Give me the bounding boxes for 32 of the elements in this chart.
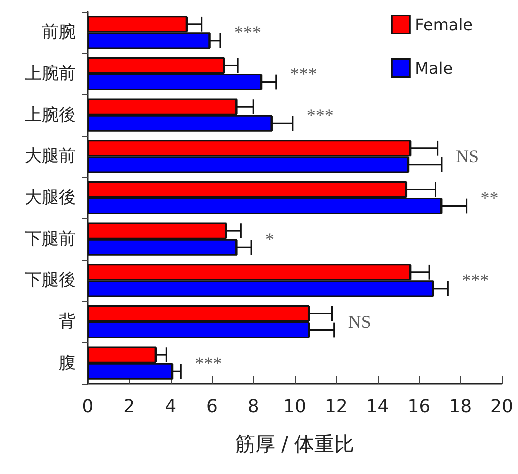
y-tick-label: 下腿後 — [25, 270, 76, 291]
x-tick-label: 4 — [165, 396, 177, 418]
x-tick-label: 20 — [490, 396, 514, 418]
x-tick-label: 6 — [206, 396, 218, 418]
annotation: *** — [234, 22, 262, 43]
x-tick-label: 18 — [449, 396, 472, 418]
y-tick-label: 大腿前 — [25, 146, 76, 167]
annotation: ** — [480, 188, 499, 208]
x-tick-label: 12 — [324, 396, 348, 418]
annotation: NS — [348, 312, 372, 332]
x-tick-label: 14 — [366, 396, 390, 418]
legend-label: Female — [415, 15, 474, 34]
legend-label: Male — [415, 58, 454, 78]
annotation: *** — [195, 353, 222, 374]
y-tick-label: 上腕前 — [25, 64, 76, 84]
annotation: NS — [456, 146, 479, 167]
annotation: * — [266, 229, 275, 250]
x-tick-label: 0 — [82, 396, 94, 418]
x-tick-label: 8 — [248, 396, 260, 418]
y-tick-label: 下腿前 — [25, 229, 76, 250]
y-tick-label: 大腿後 — [25, 188, 76, 208]
y-tick-label: 腹 — [59, 353, 76, 374]
y-tick-label: 前腕 — [42, 22, 76, 43]
x-tick-label: 16 — [408, 396, 431, 418]
y-tick-label: 背 — [59, 312, 76, 332]
x-tick-label: 10 — [284, 396, 306, 418]
annotation: *** — [462, 270, 490, 291]
x-axis-title: 筋厚 / 体重比 — [235, 432, 355, 456]
annotation: *** — [306, 105, 334, 126]
y-tick-label: 上腕後 — [25, 105, 76, 126]
x-tick-label: 2 — [124, 396, 136, 418]
annotation: *** — [290, 64, 318, 84]
